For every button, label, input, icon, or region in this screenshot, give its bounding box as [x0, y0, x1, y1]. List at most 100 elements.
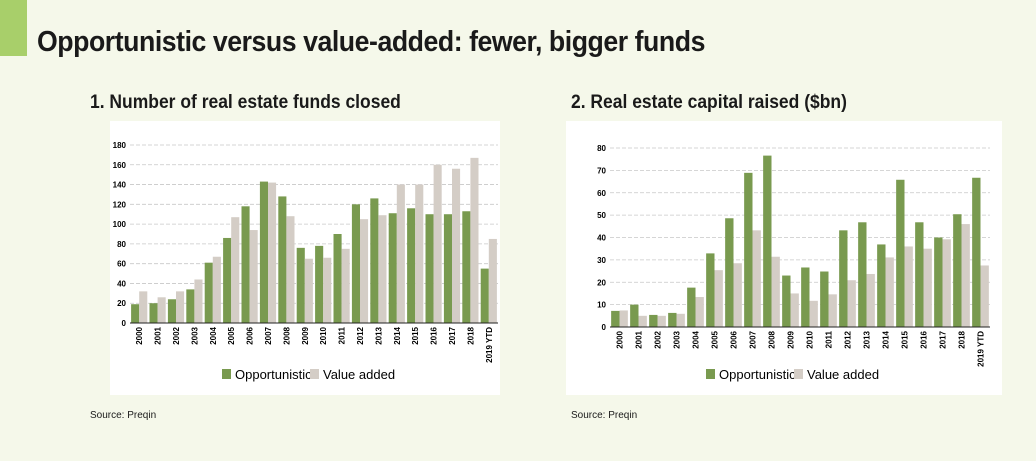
x-tick-label: 2014 — [393, 326, 402, 344]
bar-opportunistic — [241, 206, 250, 323]
x-tick-label: 2009 — [301, 326, 310, 344]
bar-value-added — [194, 279, 203, 323]
x-tick-label: 2000 — [616, 330, 625, 348]
bar-opportunistic — [131, 304, 140, 323]
legend-swatch-opportunistic — [222, 369, 231, 379]
bar-value-added — [470, 157, 479, 323]
y-tick-label: 10 — [597, 301, 606, 310]
legend-label: Opportunistic — [719, 367, 796, 382]
bar-opportunistic — [425, 214, 434, 323]
chart-1-title: 1. Number of real estate funds closed — [90, 92, 401, 113]
bar-opportunistic — [278, 196, 287, 323]
chart-2: 0 10 20 30 40 50 60 70 80 2000 2001 2002 2003 2004 200… — [597, 144, 990, 382]
bar-opportunistic — [687, 287, 696, 327]
x-tick-label: 2007 — [749, 330, 758, 348]
bar-opportunistic — [388, 213, 397, 323]
bar-opportunistic — [315, 245, 324, 323]
y-tick-label: 160 — [113, 161, 127, 170]
x-tick-label: 2010 — [319, 326, 328, 344]
x-tick-label: 2009 — [787, 330, 796, 348]
bar-opportunistic — [915, 222, 924, 327]
x-tick-label: 2018 — [958, 330, 967, 348]
y-tick-label: 140 — [113, 181, 127, 190]
bar-value-added — [733, 263, 742, 327]
bar-opportunistic — [370, 198, 379, 323]
bar-opportunistic — [480, 268, 489, 323]
x-tick-label: 2001 — [154, 326, 163, 344]
y-tick-label: 100 — [113, 220, 127, 229]
bar-value-added — [360, 219, 369, 323]
bar-opportunistic — [462, 211, 471, 323]
x-tick-label: 2011 — [825, 330, 834, 348]
x-tick-label: 2016 — [430, 326, 439, 344]
legend-swatch-value-added — [310, 369, 319, 379]
legend-swatch-value-added — [794, 369, 803, 379]
bar-opportunistic — [167, 299, 176, 323]
x-tick-label: 2000 — [135, 326, 144, 344]
bar-value-added — [752, 230, 761, 327]
bar-opportunistic — [259, 181, 268, 323]
chart-1: 0 20 40 60 80 100 120 140 160 180 2000 2001 2002 2003… — [113, 141, 498, 382]
bar-opportunistic — [649, 314, 658, 327]
x-tick-label: 2018 — [466, 326, 475, 344]
bar-value-added — [771, 256, 780, 327]
x-tick-label: 2002 — [172, 326, 181, 344]
bar-opportunistic — [839, 230, 848, 327]
y-tick-label: 40 — [597, 234, 606, 243]
x-tick-label: 2006 — [246, 326, 255, 344]
x-tick-label: 2013 — [374, 326, 383, 344]
x-tick-label: 2012 — [356, 326, 365, 344]
bar-opportunistic — [223, 237, 232, 323]
y-tick-label: 70 — [597, 166, 606, 175]
bar-opportunistic — [706, 253, 715, 327]
y-tick-label: 180 — [113, 141, 127, 150]
x-tick-label: 2017 — [939, 330, 948, 348]
bar-opportunistic — [149, 303, 158, 323]
accent-bar — [0, 0, 27, 56]
x-tick-label: 2007 — [264, 326, 273, 344]
bar-value-added — [885, 257, 894, 327]
bar-opportunistic — [801, 267, 810, 327]
y-tick-label: 80 — [117, 240, 126, 249]
bar-opportunistic — [725, 218, 734, 327]
x-tick-label: 2017 — [448, 326, 457, 344]
bar-value-added — [396, 184, 405, 323]
y-tick-label: 20 — [117, 299, 126, 308]
bar-opportunistic — [668, 312, 677, 327]
chart-1-source: Source: Preqin — [90, 410, 157, 421]
legend-label: Value added — [807, 367, 879, 382]
y-tick-label: 30 — [597, 256, 606, 265]
bar-value-added — [433, 164, 442, 323]
bar-opportunistic — [443, 214, 452, 323]
y-tick-label: 50 — [597, 211, 606, 220]
bar-value-added — [676, 313, 685, 327]
bar-value-added — [304, 258, 313, 323]
bar-value-added — [249, 230, 258, 323]
x-tick-label: 2019 YTD — [977, 331, 986, 367]
x-tick-label: 2013 — [863, 330, 872, 348]
bar-value-added — [286, 216, 295, 323]
chart-2-panel: 0 10 20 30 40 50 60 70 80 2000 2001 2002 2003 2004 200… — [566, 121, 1002, 395]
x-tick-label: 2005 — [711, 330, 720, 348]
bar-value-added — [212, 256, 221, 323]
x-tick-label: 2008 — [282, 326, 291, 344]
chart-2-title: 2. Real estate capital raised ($bn) — [571, 92, 847, 113]
x-tick-label: 2003 — [190, 326, 199, 344]
bar-value-added — [828, 294, 837, 327]
y-tick-label: 60 — [117, 260, 126, 269]
bar-opportunistic — [351, 204, 360, 323]
bar-value-added — [904, 246, 913, 327]
bar-value-added — [619, 310, 628, 327]
x-tick-label: 2019 YTD — [485, 327, 494, 363]
bar-opportunistic — [204, 262, 213, 323]
bar-value-added — [866, 273, 875, 327]
bar-value-added — [961, 224, 970, 327]
bar-opportunistic — [972, 177, 981, 327]
bar-value-added — [847, 280, 856, 327]
bar-opportunistic — [611, 310, 620, 327]
bar-value-added — [714, 270, 723, 327]
bar-value-added — [341, 248, 350, 323]
bar-value-added — [139, 291, 148, 323]
bar-value-added — [980, 265, 989, 327]
bar-value-added — [268, 182, 277, 323]
